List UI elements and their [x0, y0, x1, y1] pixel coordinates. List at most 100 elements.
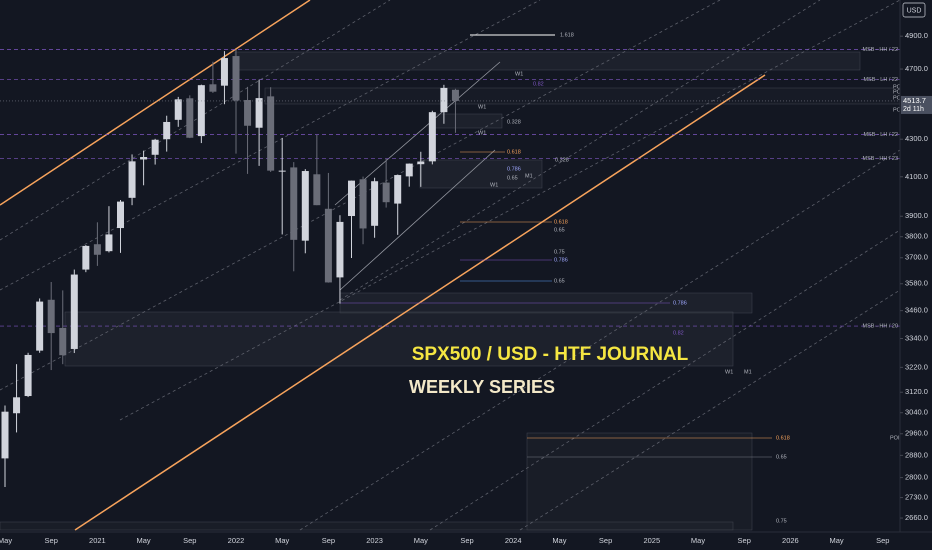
candle-body: [428, 112, 436, 162]
level-label: MSB - LH / 22: [863, 77, 898, 83]
annotation: 0.786: [554, 257, 568, 263]
zone: [64, 311, 734, 367]
annotation: POI: [890, 435, 900, 441]
currency-box: [902, 2, 926, 18]
price-axis: [900, 0, 932, 550]
y-tick-label: 3220.0: [905, 362, 928, 371]
annotation: M1: [525, 173, 533, 179]
candle-body: [105, 234, 113, 252]
x-tick-label: 2021: [89, 536, 106, 545]
candle-body: [117, 201, 124, 229]
annotation: 0.65: [554, 227, 565, 233]
x-tick-label: 2023: [366, 536, 383, 545]
candle-body: [267, 96, 275, 171]
annotation: POI: [893, 95, 903, 101]
zone: [526, 432, 753, 531]
y-tick-label: 3700.0: [905, 253, 928, 262]
candle-body: [197, 85, 205, 137]
annotation: 0.618: [776, 435, 790, 441]
channel-upper: [0, 0, 311, 206]
candles: [1, 49, 459, 487]
annotation: 0.82: [533, 81, 544, 87]
candle-body: [290, 167, 298, 240]
level-label: MSB - HH / 22: [863, 47, 898, 53]
candle-body: [417, 161, 425, 165]
x-tick-label: 2024: [505, 536, 522, 545]
y-tick-label: 2660.0: [905, 513, 928, 522]
y-tick-label: 4300.0: [905, 134, 928, 143]
candle-body: [151, 139, 159, 155]
candle-body: [348, 180, 355, 217]
candle-body: [186, 98, 194, 138]
y-tick-label: 3120.0: [905, 387, 928, 396]
candle-body: [232, 56, 240, 101]
x-tick-label: 2025: [643, 536, 660, 545]
candle-body: [405, 163, 413, 177]
annotation: POI: [893, 84, 903, 90]
candle-body: [209, 84, 217, 92]
annotation: W1: [478, 104, 486, 110]
zone: [429, 113, 503, 129]
annotation: W1: [490, 182, 498, 188]
candle-body: [324, 208, 332, 283]
candle-body: [255, 98, 263, 128]
y-tick-label: 2800.0: [905, 473, 928, 482]
subtitle: WEEKLY SERIES: [409, 377, 555, 397]
annotation: 0.82: [673, 330, 684, 336]
zone: [0, 521, 734, 531]
candle-body: [220, 58, 228, 86]
candle-body: [59, 327, 67, 356]
annotation: POI: [893, 107, 903, 113]
last-price: 4513.7: [903, 96, 926, 105]
candle-body: [47, 299, 55, 334]
candle-body: [278, 170, 286, 172]
y-tick-label: 2880.0: [905, 450, 928, 459]
y-tick-label: 2960.0: [905, 429, 928, 438]
candle-body: [244, 100, 252, 126]
x-tick-label: May: [275, 536, 289, 545]
x-tick-label: 2022: [228, 536, 245, 545]
candle-body: [1, 411, 9, 459]
candle-body: [440, 87, 448, 113]
x-tick-label: May: [414, 536, 428, 545]
candle-body: [313, 174, 321, 206]
channel-lower: [74, 74, 766, 531]
annotation: 0.65: [776, 454, 787, 460]
last-price-box: [901, 95, 932, 114]
x-tick-label: Sep: [460, 536, 473, 545]
annotation: 0.65: [507, 175, 518, 181]
candle-body: [128, 161, 136, 198]
annotation: 0.65: [554, 278, 565, 284]
y-tick-label: 3460.0: [905, 306, 928, 315]
y-tick-label: 3040.0: [905, 408, 928, 417]
candle-body: [36, 301, 44, 351]
candle-body: [82, 245, 90, 270]
level-label: MSB - HH / 20: [863, 324, 898, 330]
annotation: POI: [893, 89, 903, 95]
candle-body: [70, 274, 78, 349]
countdown: 2d 11h: [903, 106, 924, 113]
candle-body: [451, 89, 459, 101]
y-tick-label: 4100.0: [905, 172, 928, 181]
x-tick-label: Sep: [45, 536, 58, 545]
y-tick-label: 2730.0: [905, 493, 928, 502]
zone: [419, 159, 543, 189]
annotation: 1.618: [560, 32, 574, 38]
x-tick-label: 2026: [782, 536, 799, 545]
zones: [0, 51, 906, 531]
y-tick-label: 3340.0: [905, 333, 928, 342]
y-tick-label: 3580.0: [905, 279, 928, 288]
candle-body: [140, 157, 148, 160]
currency: USD: [907, 7, 922, 14]
candle-body: [163, 121, 171, 140]
x-tick-label: Sep: [599, 536, 612, 545]
annotation: 0.618: [507, 149, 521, 155]
zone: [234, 51, 861, 71]
candle-body: [359, 179, 367, 229]
candle-body: [371, 181, 379, 226]
level-label: MSB - HH / 23: [863, 156, 898, 162]
x-tick-label: Sep: [876, 536, 889, 545]
candle-body: [174, 99, 182, 120]
